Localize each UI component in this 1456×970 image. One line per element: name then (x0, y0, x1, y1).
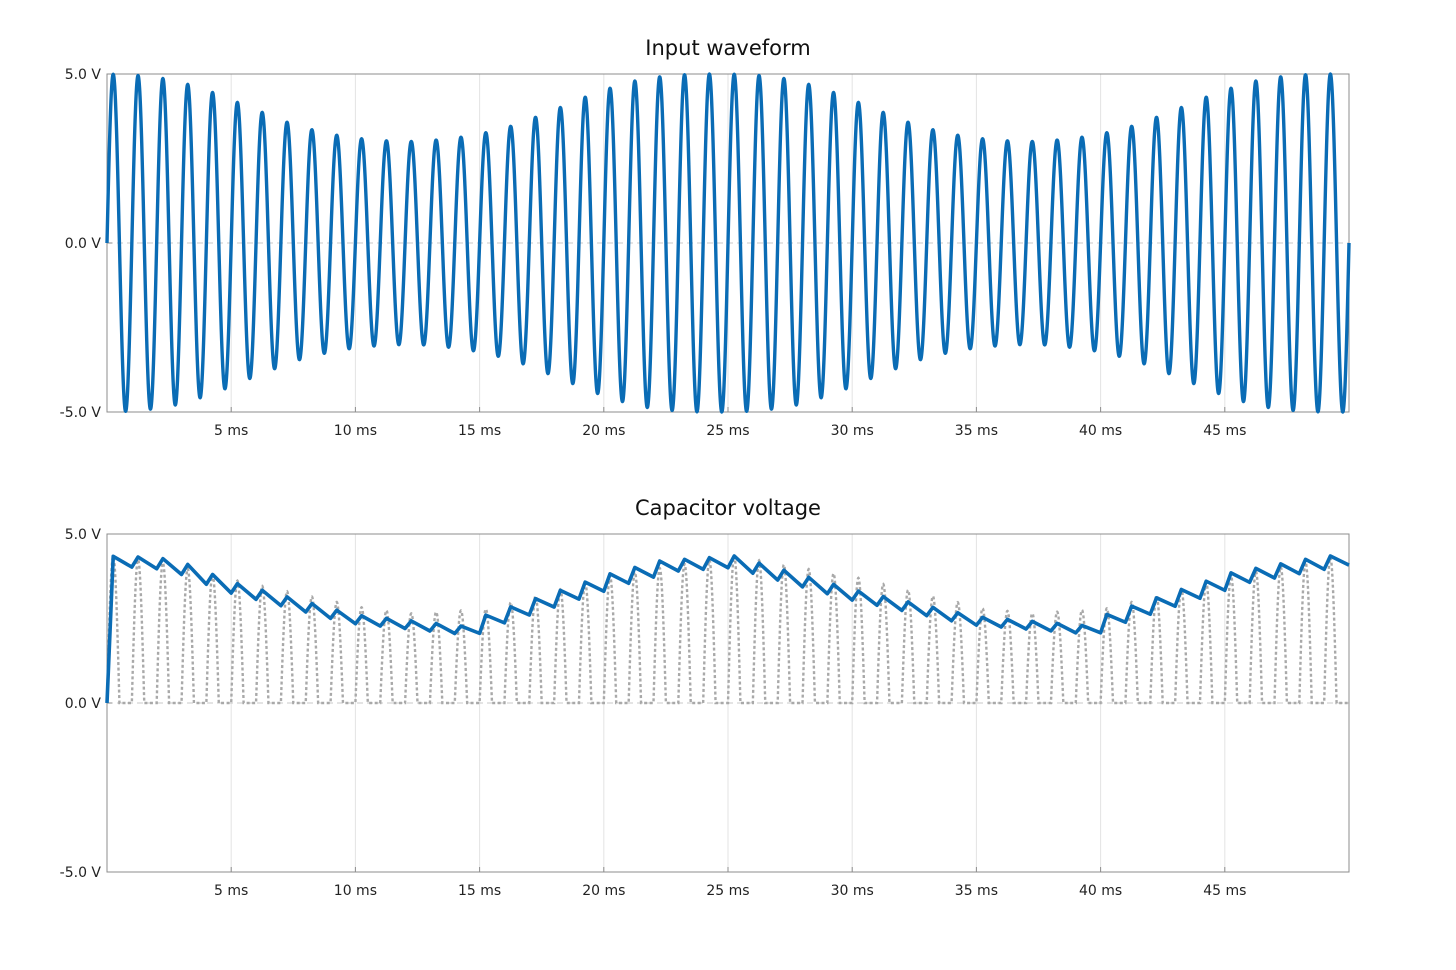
x-tick-label: 30 ms (831, 423, 874, 439)
x-tick-label: 5 ms (214, 883, 248, 899)
x-tick-label: 35 ms (955, 883, 998, 899)
input-waveform-panel: Input waveform 5 ms 10 ms 15 ms 20 ms 25 ms 30… (0, 0, 1456, 460)
y-tick-label: 0.0 V (65, 236, 102, 252)
capacitor-voltage-chart: Capacitor voltage 5 ms 10 ms 15 ms 20 ms 25 m… (60, 496, 1350, 899)
x-tick-label: 10 ms (334, 883, 377, 899)
input-waveform-chart: Input waveform 5 ms 10 ms 15 ms 20 ms 25 ms 30… (60, 36, 1351, 439)
chart-title: Capacitor voltage (635, 496, 821, 520)
y-tick-label: 0.0 V (65, 696, 102, 712)
rectified-input-series (105, 553, 1349, 705)
x-tick-label: 25 ms (706, 883, 749, 899)
x-tick-label: 10 ms (334, 423, 377, 439)
x-tick-label: 40 ms (1079, 883, 1122, 899)
x-tick-label: 20 ms (582, 883, 625, 899)
input-waveform-series (105, 72, 1351, 414)
x-tick-label: 20 ms (582, 423, 625, 439)
x-tick-label: 40 ms (1079, 423, 1122, 439)
x-tick-label: 5 ms (214, 423, 248, 439)
x-tick-label: 30 ms (831, 883, 874, 899)
x-tick-label: 15 ms (458, 883, 501, 899)
x-tick-label: 25 ms (706, 423, 749, 439)
capacitor-voltage-panel: Capacitor voltage 5 ms 10 ms 15 ms 20 ms 25 m… (0, 460, 1456, 920)
y-tick-label: 5.0 V (65, 67, 102, 83)
y-tick-label: -5.0 V (60, 865, 102, 881)
y-tick-label: -5.0 V (60, 405, 102, 421)
capacitor-voltage-series (105, 554, 1350, 704)
chart-title: Input waveform (645, 36, 810, 60)
x-tick-label: 15 ms (458, 423, 501, 439)
y-tick-label: 5.0 V (65, 527, 102, 543)
x-tick-label: 45 ms (1203, 883, 1246, 899)
x-tick-label: 45 ms (1203, 423, 1246, 439)
x-tick-label: 35 ms (955, 423, 998, 439)
